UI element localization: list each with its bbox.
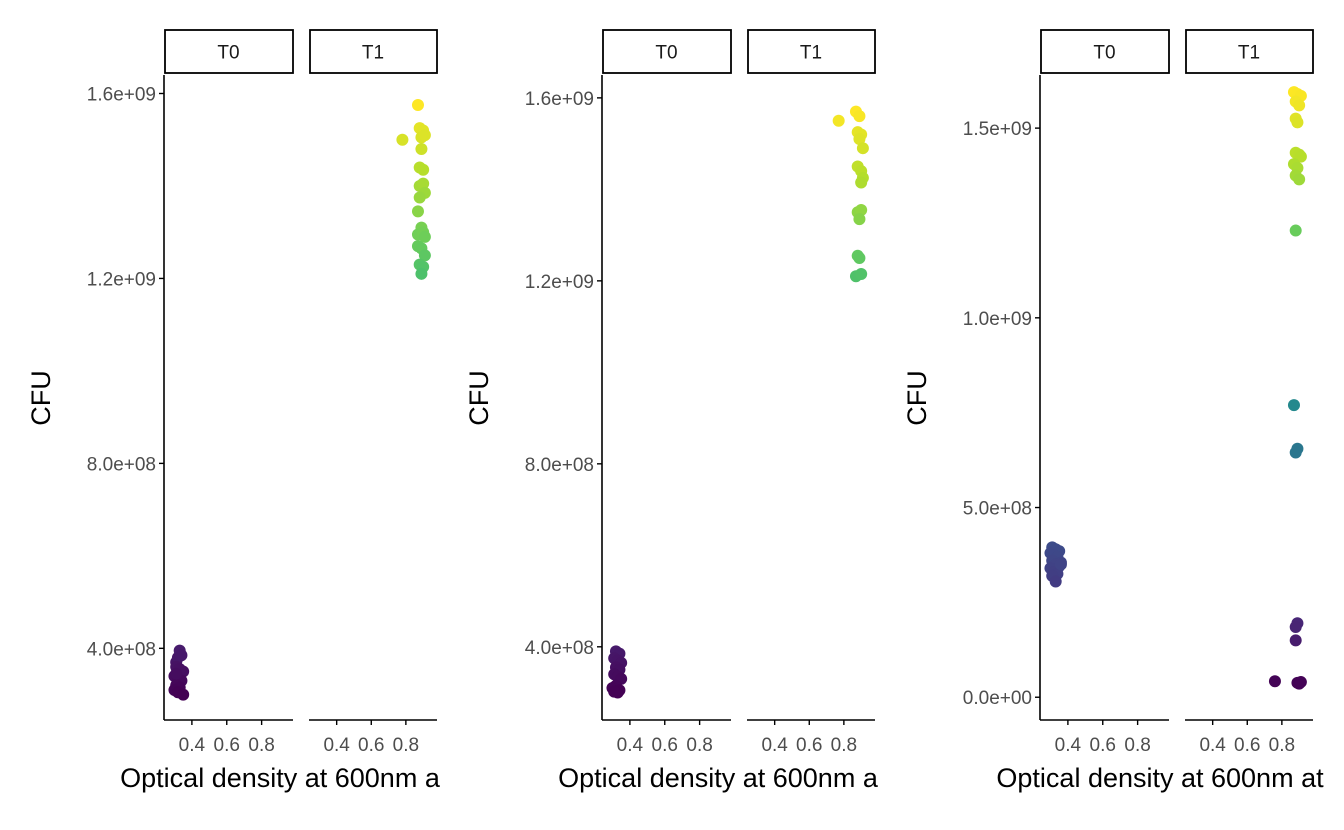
data-point xyxy=(1291,116,1304,129)
data-point xyxy=(1054,558,1067,571)
data-point xyxy=(418,129,431,142)
data-point xyxy=(1289,446,1302,459)
data-point xyxy=(853,133,866,146)
data-point xyxy=(832,114,845,127)
x-tick-label: 0.6 xyxy=(1090,735,1116,756)
facet-strip xyxy=(164,29,294,74)
data-point xyxy=(853,213,866,226)
facet-strip xyxy=(747,29,876,74)
x-tick-label: 0.8 xyxy=(1269,735,1295,756)
facet-strip-label: T1 xyxy=(1238,43,1260,64)
x-axis-title: Optical density at 600nm a xyxy=(558,763,879,793)
facet-strip-label: T1 xyxy=(800,43,822,64)
x-axis-title: Optical density at 600nm a xyxy=(120,763,441,793)
x-tick-label: 0.6 xyxy=(796,735,822,756)
x-tick-label: 0.4 xyxy=(761,735,788,756)
x-tick-label: 0.4 xyxy=(179,735,206,756)
x-tick-label: 0.6 xyxy=(358,735,384,756)
data-point xyxy=(855,176,868,189)
facet-strip xyxy=(1185,29,1314,74)
facet-t1: T1 0.4 0.6 0.8 xyxy=(309,29,438,756)
y-tick-label: 1.6e+09 xyxy=(525,89,594,110)
facet-t0: T0 0.4 0.6 0.8 xyxy=(602,29,732,756)
x-tick-label: 0.8 xyxy=(248,735,274,756)
data-point xyxy=(417,163,430,176)
x-axis-title: Optical density at 600nm at xyxy=(996,763,1324,793)
x-tick-label: 0.6 xyxy=(214,735,240,756)
x-tick-label: 0.8 xyxy=(393,735,419,756)
data-point xyxy=(853,251,866,264)
y-tick-label: 1.0e+09 xyxy=(963,309,1032,330)
data-point xyxy=(1287,399,1300,412)
facet-strip-label: T0 xyxy=(217,43,239,64)
y-tick-label: 4.0e+08 xyxy=(525,638,594,659)
data-point xyxy=(1289,621,1302,634)
data-point xyxy=(170,667,183,680)
y-tick-label: 5.0e+08 xyxy=(963,499,1032,520)
facet-t0: T0 0.4 0.6 0.8 xyxy=(1040,29,1170,756)
y-axis-title: CFU xyxy=(464,370,494,426)
y-tick-label: 1.6e+09 xyxy=(87,84,156,105)
facet-strip xyxy=(602,29,732,74)
data-point xyxy=(1293,99,1306,112)
data-point xyxy=(411,99,424,112)
chart-1: 4.0e+08 8.0e+08 1.2e+09 1.6e+09 CFU Optical d… xyxy=(26,29,441,793)
facet-strip xyxy=(309,29,438,74)
data-point xyxy=(418,230,431,243)
y-tick-label: 1.2e+09 xyxy=(525,272,594,293)
data-point xyxy=(1049,575,1062,588)
y-tick-label: 1.2e+09 xyxy=(87,269,156,290)
facet-t1: T1 0.4 0.6 0.8 xyxy=(1185,29,1314,756)
y-tick-label: 8.0e+08 xyxy=(87,454,156,475)
x-tick-label: 0.8 xyxy=(1124,735,1150,756)
facet-strip-label: T0 xyxy=(655,43,677,64)
x-tick-label: 0.6 xyxy=(652,735,678,756)
data-point xyxy=(1294,150,1307,163)
data-point xyxy=(417,177,430,190)
x-tick-label: 0.6 xyxy=(1234,735,1260,756)
facet-t1: T1 0.4 0.6 0.8 xyxy=(747,29,876,756)
facet-strip-label: T1 xyxy=(362,43,384,64)
x-tick-label: 0.4 xyxy=(1055,735,1082,756)
x-tick-label: 0.8 xyxy=(686,735,712,756)
data-point xyxy=(415,267,428,280)
data-point xyxy=(855,203,868,216)
chart-2: 4.0e+08 8.0e+08 1.2e+09 1.6e+09 CFU Optical d… xyxy=(464,29,879,793)
x-tick-label: 0.4 xyxy=(617,735,644,756)
x-tick-label: 0.4 xyxy=(323,735,350,756)
data-point xyxy=(608,685,621,698)
facet-t0: T0 0.4 0.6 0.8 xyxy=(164,29,294,756)
data-point xyxy=(418,249,431,262)
facet-strip xyxy=(1040,29,1170,74)
x-tick-label: 0.4 xyxy=(1199,735,1226,756)
y-tick-label: 1.5e+09 xyxy=(963,119,1032,140)
y-tick-label: 4.0e+08 xyxy=(87,639,156,660)
facet-strip-label: T0 xyxy=(1093,43,1115,64)
x-tick-label: 0.8 xyxy=(831,735,857,756)
data-point xyxy=(1294,676,1307,689)
data-point xyxy=(1289,634,1302,647)
data-point xyxy=(413,191,426,204)
data-point xyxy=(396,133,409,146)
data-point xyxy=(855,267,868,280)
y-axis-title: CFU xyxy=(902,370,932,426)
y-tick-label: 8.0e+08 xyxy=(525,455,594,476)
y-tick-label: 0.0e+00 xyxy=(963,688,1032,709)
y-axis-title: CFU xyxy=(26,370,56,426)
chart-3: 0.0e+00 5.0e+08 1.0e+09 1.5e+09 CFU Optical d… xyxy=(902,29,1324,793)
data-point xyxy=(1268,675,1281,688)
data-point xyxy=(1293,173,1306,186)
data-point xyxy=(853,110,866,123)
data-point xyxy=(177,688,190,701)
data-point xyxy=(415,142,428,155)
data-point xyxy=(411,205,424,218)
data-point xyxy=(175,649,188,662)
data-point xyxy=(1289,224,1302,237)
data-point xyxy=(856,142,869,155)
